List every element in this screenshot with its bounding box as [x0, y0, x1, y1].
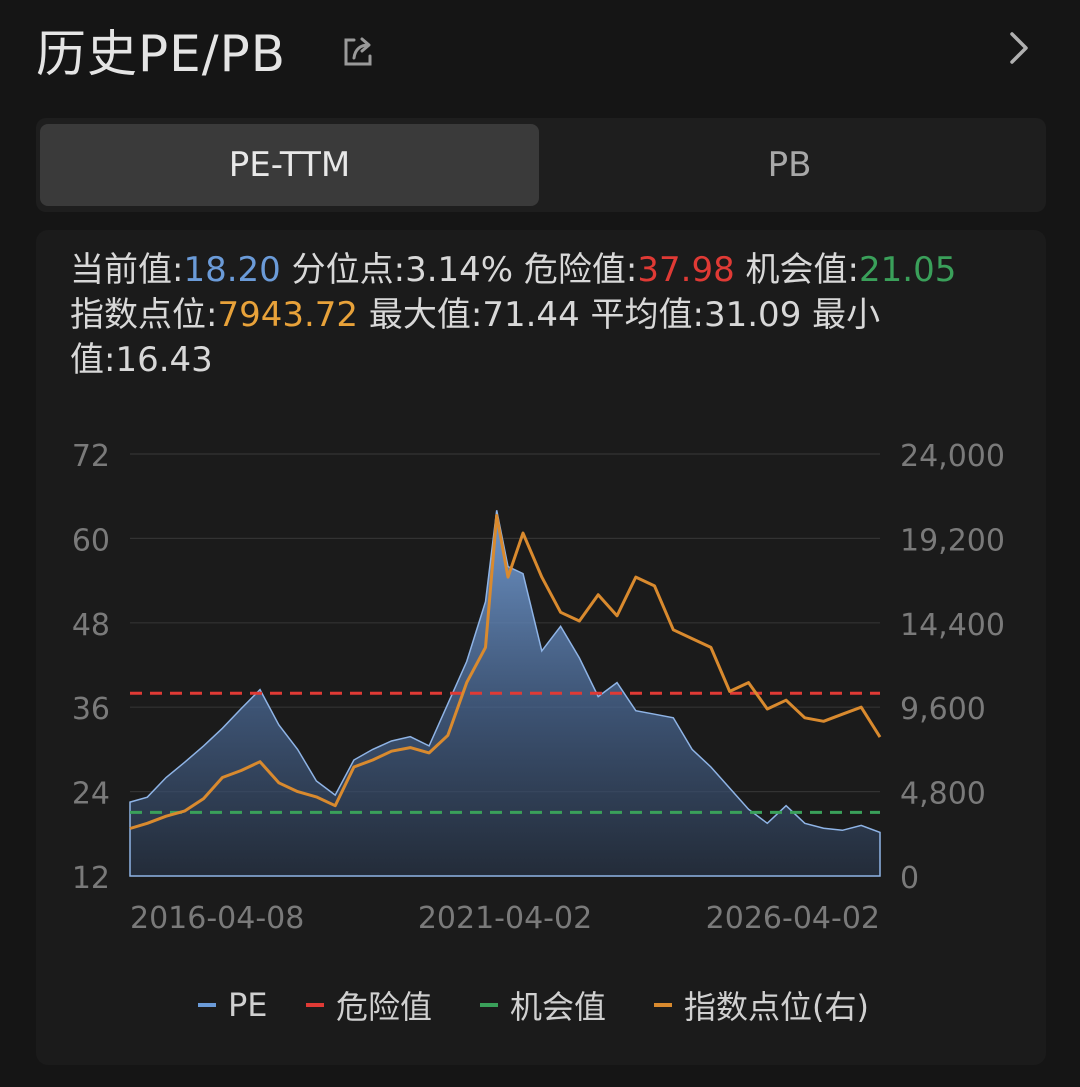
max-label: 最大值: — [368, 295, 483, 335]
percentile-value: 3.14% — [405, 250, 514, 290]
min-label: 最小值: — [70, 295, 881, 380]
percentile-label: 分位点: — [291, 250, 406, 290]
legend-danger-label: 危险值 — [336, 988, 433, 1026]
tab-bar: PE-TTM PB — [36, 118, 1046, 212]
legend-pe[interactable]: PE — [198, 980, 268, 1030]
legend: PE 危险值 机会值 指数点位(右) — [0, 980, 1080, 1030]
danger-label: 危险值: — [523, 250, 638, 290]
legend-danger-swatch — [306, 1003, 324, 1007]
opportunity-label: 机会值: — [745, 250, 860, 290]
legend-index-label: 指数点位(右) — [684, 988, 869, 1026]
avg-value: 31.09 — [703, 295, 802, 335]
current-label: 当前值: — [70, 250, 184, 290]
legend-index[interactable]: 指数点位(右) — [654, 980, 869, 1030]
danger-value: 37.98 — [637, 250, 735, 290]
current-value: 18.20 — [183, 250, 281, 290]
header: 历史PE/PB — [0, 0, 1080, 100]
legend-pe-swatch — [198, 1003, 216, 1007]
min-value: 16.43 — [115, 340, 213, 380]
chevron-right-icon[interactable] — [1004, 30, 1034, 66]
stats-panel: 当前值:18.20 分位点:3.14% 危险值:37.98 机会值:21.05 … — [70, 248, 970, 383]
index-value: 7943.72 — [217, 295, 359, 335]
legend-opportunity[interactable]: 机会值 — [480, 980, 606, 1030]
avg-label: 平均值: — [590, 295, 704, 335]
legend-index-swatch — [654, 1003, 672, 1007]
share-icon[interactable] — [340, 34, 376, 70]
max-value: 71.44 — [482, 295, 580, 335]
page-title: 历史PE/PB — [36, 25, 287, 83]
legend-pe-label: PE — [228, 986, 268, 1024]
legend-danger[interactable]: 危险值 — [306, 980, 432, 1030]
legend-opportunity-swatch — [480, 1003, 498, 1007]
tab-pb[interactable]: PB — [767, 145, 812, 185]
legend-opportunity-label: 机会值 — [510, 988, 607, 1026]
index-label: 指数点位: — [70, 295, 218, 335]
opportunity-value: 21.05 — [859, 250, 957, 290]
tab-pe-ttm[interactable]: PE-TTM — [40, 124, 539, 206]
